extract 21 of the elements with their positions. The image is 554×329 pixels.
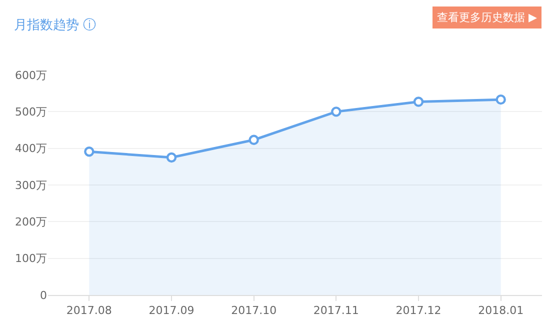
point [413,96,424,107]
chart-title: 月指数趋势 ⓘ [14,18,96,33]
x-tick-label: 2017.11 [313,304,359,318]
y-tick-label: 600万 [15,68,47,82]
x-tick-label: 2017.12 [396,304,442,318]
point [496,94,506,105]
x-tick-label: 2017.09 [148,304,194,318]
point [331,106,342,117]
y-tick-label: 0 [40,288,47,302]
y-tick-label: 200万 [15,216,47,229]
y-tick-label: 400万 [15,142,47,156]
x-tick-label: 2017.08 [66,304,112,318]
y-tick-label: 500万 [15,106,47,119]
x-tick-label: 2017.10 [231,304,277,318]
y-tick-label: 100万 [15,252,47,266]
point [166,152,177,163]
y-tick-label: 300万 [15,178,47,192]
point [84,146,94,157]
x-tick-label: 2018.01 [478,304,524,318]
text: 查看更多历史数据 ▶ [437,11,538,24]
point [248,134,259,145]
